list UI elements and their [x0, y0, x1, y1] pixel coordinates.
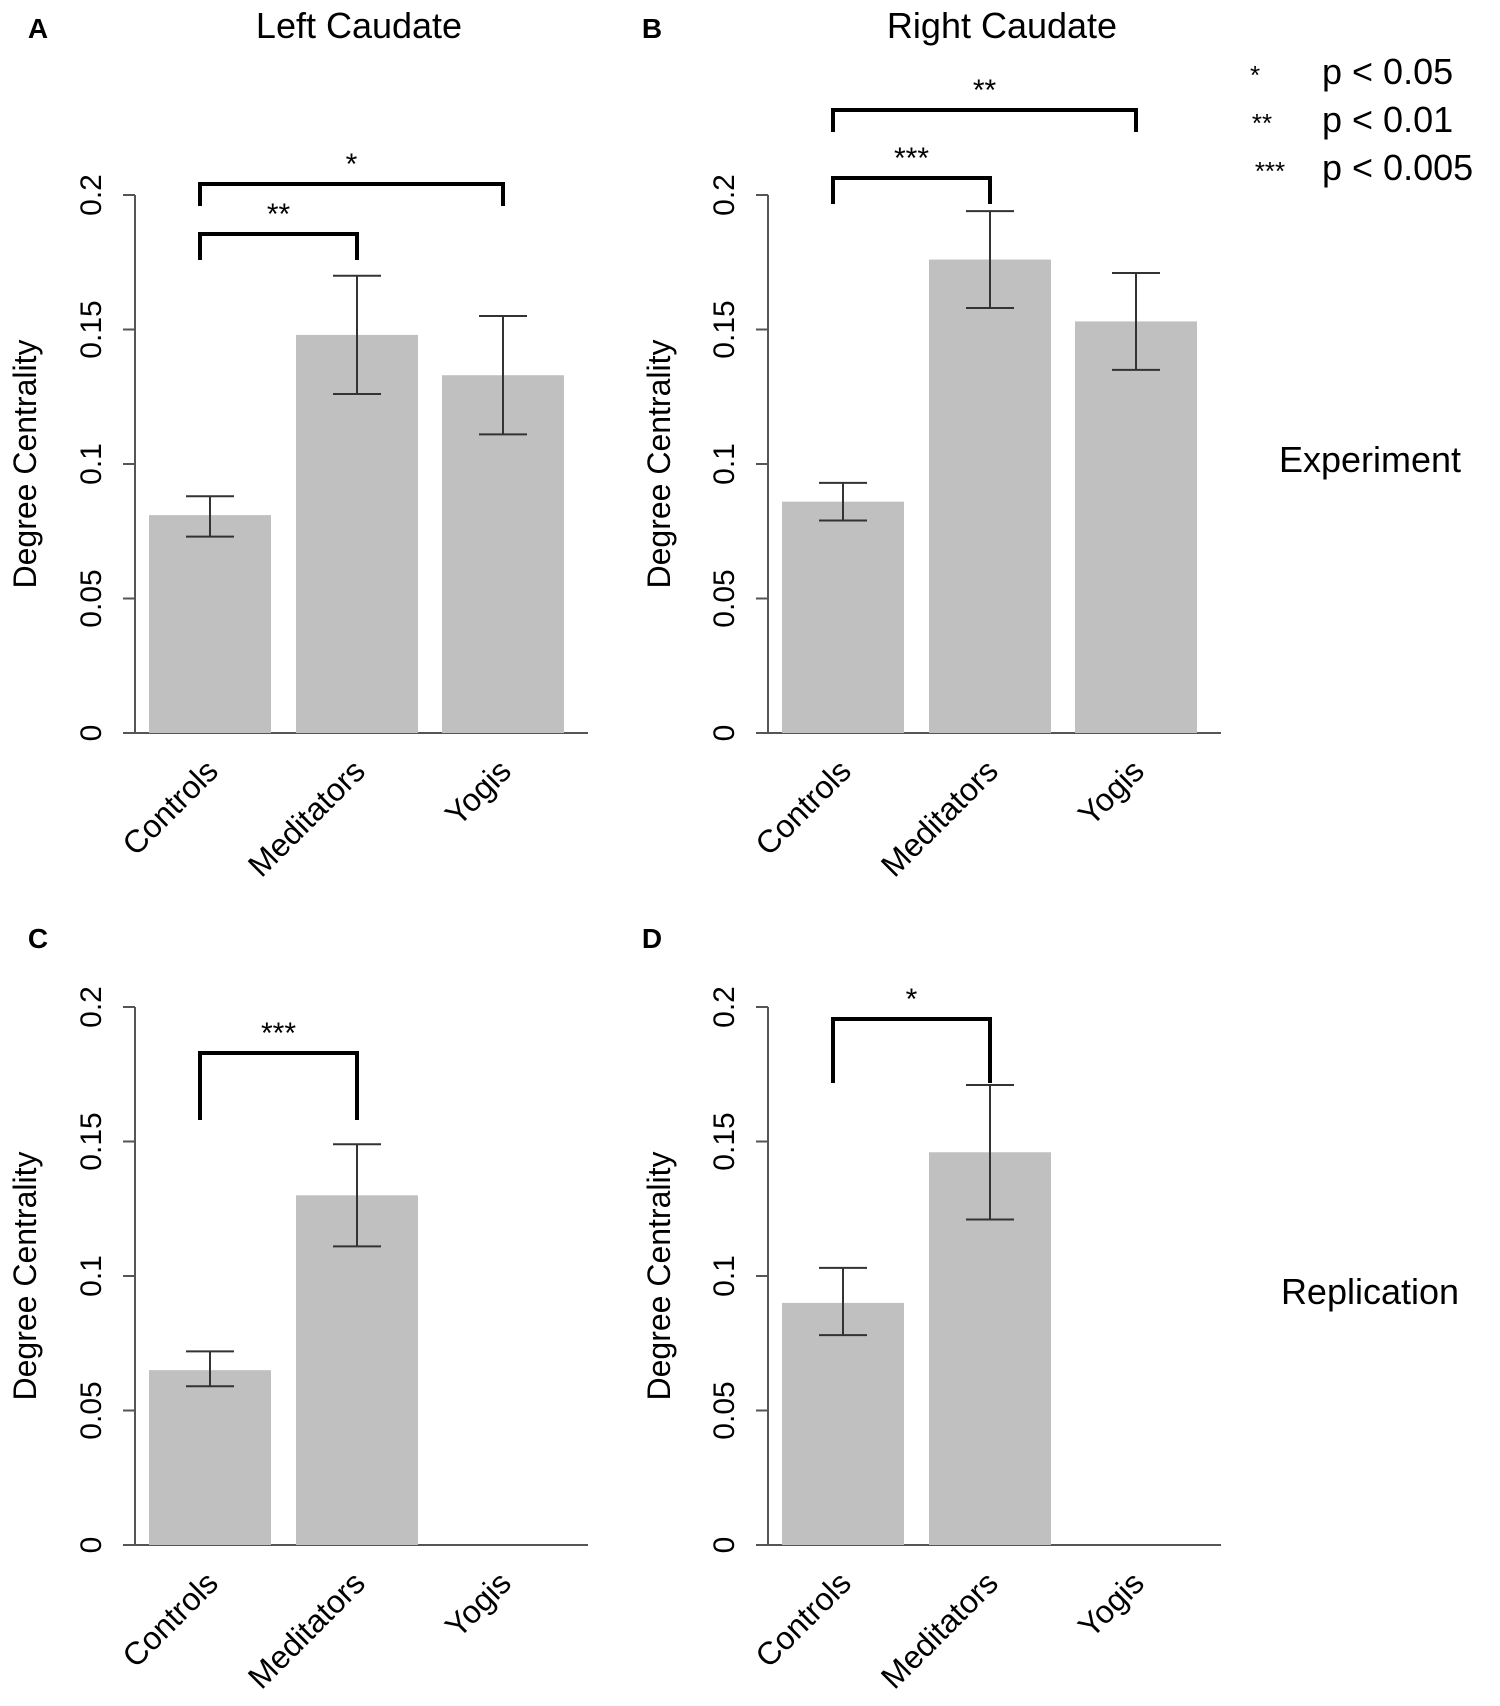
y-axis-label: Degree Centrality	[641, 340, 677, 589]
bar-controls	[149, 1370, 271, 1545]
legend-text-3: p < 0.005	[1322, 147, 1473, 188]
significance-label: ***	[261, 1017, 296, 1050]
bar-meditators	[929, 259, 1051, 733]
panel-B: B Right Caudate 0 0.05 0.1 0.15 0.2 Degree Cent…	[641, 5, 1221, 884]
y-tick-label: 0.1	[75, 443, 108, 485]
y-tick-label: 0	[75, 1537, 108, 1554]
legend: * p < 0.05 ** p < 0.01 *** p < 0.005	[1250, 51, 1473, 188]
y-tick-label: 0.2	[75, 986, 108, 1028]
bar-controls	[782, 501, 904, 733]
significance-bracket	[198, 1051, 359, 1120]
panel-letter: C	[28, 923, 48, 954]
y-tick-label: 0.1	[708, 443, 741, 485]
y-tick-label: 0.05	[708, 569, 741, 627]
significance-label: *	[346, 148, 358, 181]
significance-bracket	[831, 108, 1138, 132]
bar-controls	[782, 1302, 904, 1545]
panel-letter: B	[642, 13, 662, 44]
significance-label: **	[267, 198, 291, 231]
x-tick-label-meditators: Meditators	[874, 1564, 1005, 1695]
y-tick-label: 0.2	[708, 986, 741, 1028]
y-tick-label: 0.2	[708, 174, 741, 216]
panels: A Left Caudate 0 0.05 0.1 0.15 0.2 Degree Centr…	[7, 5, 1221, 1696]
legend-symbol-1: *	[1250, 60, 1260, 90]
y-tick-label: 0.15	[708, 1112, 741, 1170]
y-tick-label: 0	[75, 725, 108, 742]
significance-bracket	[198, 182, 505, 206]
x-tick-label-meditators: Meditators	[874, 752, 1005, 883]
panel-D: D 0 0.05 0.1 0.15 0.2 Degree Centrality Control…	[641, 923, 1221, 1696]
panel-C: C 0 0.05 0.1 0.15 0.2 Degree Centrality Control…	[7, 923, 588, 1696]
significance-label: *	[906, 983, 918, 1016]
row-label-replication: Replication	[1281, 1271, 1459, 1312]
legend-text-2: p < 0.01	[1322, 99, 1453, 140]
y-tick-label: 0.15	[75, 300, 108, 358]
y-tick-label: 0.15	[75, 1112, 108, 1170]
panel-letter: D	[642, 923, 662, 954]
row-label-experiment: Experiment	[1279, 439, 1461, 480]
panel-A: A Left Caudate 0 0.05 0.1 0.15 0.2 Degree Centr…	[7, 5, 588, 884]
x-tick-label-yogis: Yogis	[438, 752, 518, 832]
y-tick-label: 0.05	[75, 1381, 108, 1439]
x-tick-label-controls: Controls	[115, 1564, 225, 1674]
x-tick-label-controls: Controls	[748, 752, 858, 862]
bar-yogis	[1075, 321, 1197, 733]
panel-title: Left Caudate	[256, 5, 462, 46]
y-tick-label: 0	[708, 725, 741, 742]
y-tick-label: 0.2	[75, 174, 108, 216]
legend-text-1: p < 0.05	[1322, 51, 1453, 92]
y-tick-label: 0.1	[708, 1255, 741, 1297]
y-tick-label: 0.05	[75, 569, 108, 627]
y-tick-label: 0	[708, 1537, 741, 1554]
x-tick-label-controls: Controls	[748, 1564, 858, 1674]
significance-bracket	[831, 1017, 992, 1083]
y-axis-label: Degree Centrality	[7, 340, 43, 589]
panel-title: Right Caudate	[887, 5, 1117, 46]
x-tick-label-controls: Controls	[115, 752, 225, 862]
x-tick-label-meditators: Meditators	[241, 1564, 372, 1695]
legend-symbol-2: **	[1252, 108, 1272, 138]
bar-meditators	[296, 1195, 418, 1545]
x-tick-label-yogis: Yogis	[1071, 752, 1151, 832]
y-tick-label: 0.05	[708, 1381, 741, 1439]
x-tick-label-yogis: Yogis	[438, 1564, 518, 1644]
y-axis-label: Degree Centrality	[7, 1152, 43, 1401]
legend-symbol-3: ***	[1255, 156, 1285, 186]
panel-letter: A	[28, 13, 48, 44]
x-tick-label-yogis: Yogis	[1071, 1564, 1151, 1644]
y-axis-label: Degree Centrality	[641, 1152, 677, 1401]
significance-label: **	[973, 74, 997, 107]
y-tick-label: 0.1	[75, 1255, 108, 1297]
significance-bracket	[831, 176, 992, 204]
y-tick-label: 0.15	[708, 300, 741, 358]
bar-controls	[149, 515, 271, 733]
significance-bracket	[198, 232, 359, 260]
significance-label: ***	[894, 142, 929, 175]
x-tick-label-meditators: Meditators	[241, 752, 372, 883]
bar-meditators	[296, 334, 418, 733]
